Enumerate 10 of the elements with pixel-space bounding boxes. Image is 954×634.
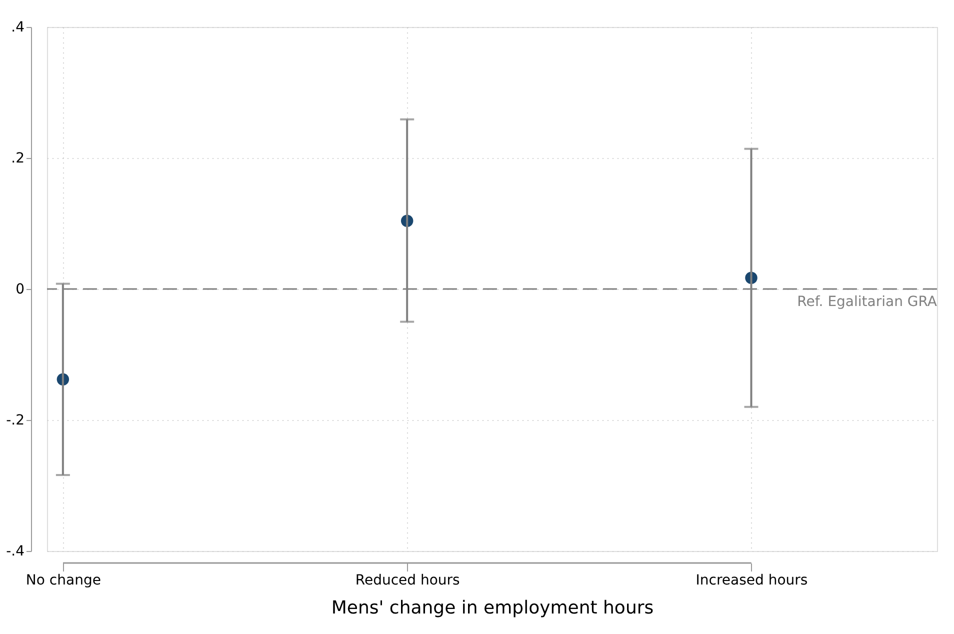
y-tick-label: -.4 xyxy=(6,544,25,560)
x-axis-title: Mens' change in employment hours xyxy=(331,598,654,618)
y-tick-label: .4 xyxy=(11,20,25,36)
x-tick-label: Increased hours xyxy=(696,572,808,588)
y-tick-label: 0 xyxy=(16,282,24,298)
y-tick-label: -.2 xyxy=(6,412,24,428)
x-tick-label: Reduced hours xyxy=(355,572,460,588)
y-tick-label: .2 xyxy=(11,150,24,166)
ref-line-label: Ref. Egalitarian GRA xyxy=(797,294,938,310)
x-tick-label: No change xyxy=(26,572,101,588)
